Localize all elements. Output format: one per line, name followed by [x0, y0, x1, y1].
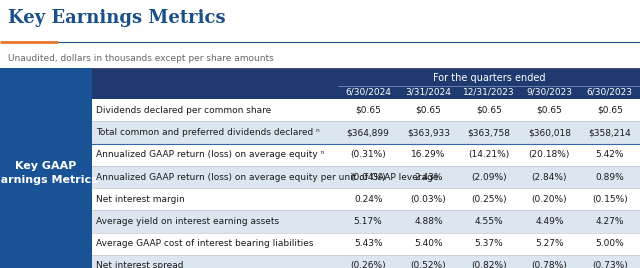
Text: 6/30/2024: 6/30/2024	[345, 88, 391, 97]
Text: (0.73%): (0.73%)	[592, 262, 628, 268]
Text: (20.18%): (20.18%)	[529, 150, 570, 159]
Text: Net interest margin: Net interest margin	[96, 195, 185, 204]
Bar	[92, 166, 640, 188]
Text: $360,018: $360,018	[528, 128, 571, 137]
Text: Dividends declared per common share: Dividends declared per common share	[96, 106, 271, 115]
Text: 4.88%: 4.88%	[414, 217, 443, 226]
Text: Total common and preferred dividends declared ⁿ: Total common and preferred dividends dec…	[96, 128, 320, 137]
Text: (0.25%): (0.25%)	[471, 195, 507, 204]
Bar	[92, 144, 640, 166]
Bar	[92, 233, 640, 255]
Bar	[92, 99, 640, 121]
Text: (0.52%): (0.52%)	[411, 262, 446, 268]
Text: (2.84%): (2.84%)	[532, 173, 567, 181]
Text: $364,899: $364,899	[347, 128, 390, 137]
Text: 16.29%: 16.29%	[412, 150, 445, 159]
Text: 4.27%: 4.27%	[596, 217, 624, 226]
Text: $358,214: $358,214	[588, 128, 631, 137]
Text: 4.55%: 4.55%	[475, 217, 503, 226]
Text: $0.65: $0.65	[536, 106, 563, 115]
Text: 5.37%: 5.37%	[475, 239, 503, 248]
Text: (0.15%): (0.15%)	[592, 195, 628, 204]
Text: 0.24%: 0.24%	[354, 195, 382, 204]
Text: 5.17%: 5.17%	[354, 217, 383, 226]
Text: $363,758: $363,758	[467, 128, 511, 137]
Bar	[0, 68, 92, 268]
Text: Key GAAP
Earnings Metrics: Key GAAP Earnings Metrics	[0, 161, 98, 185]
Text: 4.49%: 4.49%	[535, 217, 564, 226]
Text: (0.04%): (0.04%)	[350, 173, 386, 181]
Text: $0.65: $0.65	[476, 106, 502, 115]
Text: 5.43%: 5.43%	[354, 239, 383, 248]
Text: Unaudited, dollars in thousands except per share amounts: Unaudited, dollars in thousands except p…	[8, 54, 273, 63]
Bar	[92, 188, 640, 210]
Text: 9/30/2023: 9/30/2023	[526, 88, 572, 97]
Text: 0.89%: 0.89%	[595, 173, 624, 181]
Text: 5.27%: 5.27%	[535, 239, 564, 248]
Text: Net interest spread: Net interest spread	[96, 262, 184, 268]
Text: (0.20%): (0.20%)	[532, 195, 567, 204]
Text: $0.65: $0.65	[415, 106, 442, 115]
Bar	[92, 210, 640, 233]
Text: $0.65: $0.65	[355, 106, 381, 115]
Text: 12/31/2023: 12/31/2023	[463, 88, 515, 97]
Text: Average yield on interest earning assets: Average yield on interest earning assets	[96, 217, 279, 226]
Text: (0.31%): (0.31%)	[350, 150, 386, 159]
Text: 6/30/2023: 6/30/2023	[587, 88, 633, 97]
Text: Average GAAP cost of interest bearing liabilities: Average GAAP cost of interest bearing li…	[96, 239, 314, 248]
Text: 5.00%: 5.00%	[595, 239, 624, 248]
Bar	[92, 121, 640, 144]
Text: Annualized GAAP return (loss) on average equity per unit of GAAP leverage: Annualized GAAP return (loss) on average…	[96, 173, 438, 181]
Text: 3/31/2024: 3/31/2024	[406, 88, 451, 97]
Text: (14.21%): (14.21%)	[468, 150, 509, 159]
Text: 5.40%: 5.40%	[414, 239, 443, 248]
Bar	[92, 255, 640, 268]
Text: 5.42%: 5.42%	[596, 150, 624, 159]
Text: (0.82%): (0.82%)	[471, 262, 507, 268]
Text: $363,933: $363,933	[407, 128, 450, 137]
Text: Annualized GAAP return (loss) on average equity ⁿ: Annualized GAAP return (loss) on average…	[96, 150, 324, 159]
Text: (0.26%): (0.26%)	[350, 262, 386, 268]
Bar	[92, 68, 640, 99]
Text: (0.03%): (0.03%)	[411, 195, 447, 204]
Text: (2.09%): (2.09%)	[471, 173, 507, 181]
Text: 2.43%: 2.43%	[414, 173, 443, 181]
Text: (0.78%): (0.78%)	[531, 262, 567, 268]
Text: Key Earnings Metrics: Key Earnings Metrics	[8, 9, 225, 27]
Text: For the quarters ended: For the quarters ended	[433, 73, 545, 83]
Text: $0.65: $0.65	[597, 106, 623, 115]
